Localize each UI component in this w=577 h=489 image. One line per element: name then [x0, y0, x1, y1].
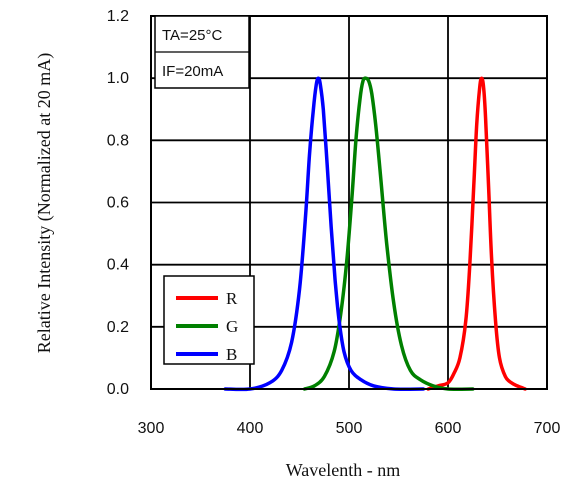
x-tick-label: 400	[237, 420, 264, 437]
x-tick-label: 700	[534, 420, 561, 437]
legend: RGB	[163, 275, 255, 365]
current-annotation: IF=20mA	[162, 63, 223, 80]
y-axis-title: Relative Intensity (Normalized at 20 mA)	[34, 53, 55, 353]
conditions-annotation: TA=25°C IF=20mA	[154, 15, 250, 89]
x-tick-labels: 300 400 500 600 700	[138, 420, 561, 437]
y-tick-labels: 0.0 0.2 0.4 0.6 0.8 1.0 1.2	[107, 8, 129, 398]
y-tick-label: 0.4	[107, 257, 129, 274]
temperature-annotation: TA=25°C	[162, 27, 222, 44]
series-line-r	[426, 76, 527, 391]
y-tick-label: 1.0	[107, 70, 129, 87]
series-line-b	[223, 76, 426, 392]
y-tick-label: 1.2	[107, 8, 129, 25]
plot-frame	[150, 15, 548, 390]
legend-box	[163, 275, 255, 365]
x-axis-title: Wavelenth - nm	[286, 460, 401, 480]
y-tick-label: 0.8	[107, 132, 129, 149]
legend-label-g: G	[226, 317, 238, 336]
legend-label-b: B	[226, 345, 237, 364]
y-tick-label: 0.2	[107, 319, 129, 336]
series-layer	[223, 76, 527, 392]
x-tick-label: 500	[336, 420, 363, 437]
y-tick-label: 0.6	[107, 195, 129, 212]
x-tick-label: 600	[435, 420, 462, 437]
legend-label-r: R	[226, 289, 238, 308]
y-tick-label: 0.0	[107, 381, 129, 398]
x-tick-label: 300	[138, 420, 165, 437]
